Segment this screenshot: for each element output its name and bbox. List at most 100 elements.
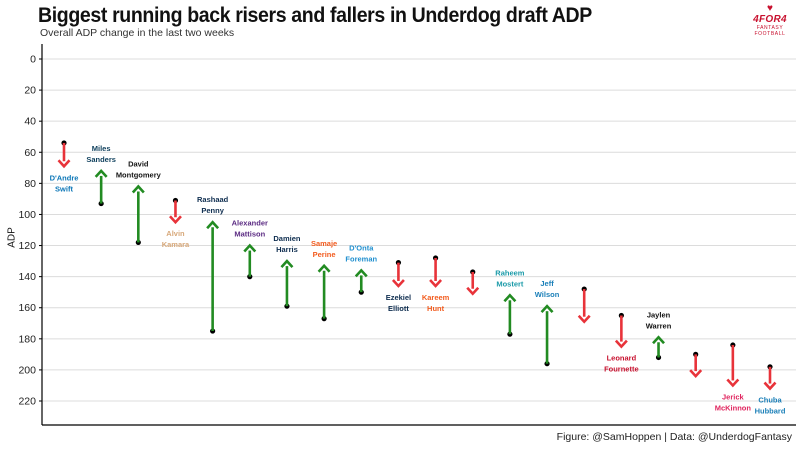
player-label-line: Sanders: [86, 155, 116, 164]
faller-arrow: [689, 351, 703, 379]
player-label-line: Rashaad: [197, 195, 229, 204]
player-label: Jaylen Warren: [646, 310, 672, 330]
arrow-head: [429, 279, 443, 288]
arrow-head: [317, 263, 331, 273]
arrow-head: [763, 381, 777, 391]
arrow-head: [689, 369, 703, 379]
player-label-line: Leonard: [607, 354, 637, 363]
arrow-head: [280, 259, 294, 268]
arrow-head: [206, 220, 220, 230]
player-label: Leonard Fournette: [604, 354, 639, 374]
faller-arrow: [763, 364, 777, 391]
logo-tagline: FANTASY FOOTBALL: [754, 25, 786, 37]
player-label-line: Warren: [646, 321, 672, 330]
player-label-line: Alvin: [166, 229, 185, 238]
y-tick-label: 200: [18, 364, 36, 376]
player-label-line: Montgomery: [116, 170, 162, 179]
y-tick-label: 20: [24, 85, 36, 97]
riser-arrow: [317, 263, 331, 322]
player-label-line: McKinnon: [715, 403, 752, 412]
player-label: Kareem Hunt: [422, 293, 450, 313]
faller-arrow: [577, 286, 591, 324]
player-label-line: Mostert: [496, 279, 524, 288]
player-label-line: Chuba: [758, 396, 782, 405]
faller-arrow: [466, 269, 480, 296]
y-tick-label: 100: [18, 209, 36, 221]
player-label-line: Jaylen: [647, 310, 671, 319]
player-label: D'Onta Foreman: [345, 243, 377, 263]
player-labels: D'Andre Swift Miles Sanders David Montgomery A…: [50, 144, 786, 416]
player-label: Ezekiel Elliott: [386, 293, 411, 313]
player-label-line: David: [128, 159, 149, 168]
gridlines: [42, 58, 796, 402]
arrow-head: [466, 286, 480, 296]
y-tick-label: 220: [18, 396, 36, 408]
logo-wordmark: 4FOR4: [753, 14, 787, 25]
y-tick-label: 40: [24, 116, 36, 128]
faller-arrow: [169, 197, 182, 225]
player-label: Alvin Kamara: [162, 229, 190, 249]
player-label-line: Foreman: [345, 254, 377, 263]
riser-arrow: [280, 259, 294, 309]
y-tick-label: 80: [24, 178, 36, 190]
player-label: Jerick McKinnon: [715, 392, 752, 412]
chart-subtitle: Overall ADP change in the last two weeks: [40, 27, 235, 39]
player-label-line: Fournette: [604, 365, 639, 374]
player-label-line: Wilson: [535, 290, 560, 299]
player-label-line: Miles: [92, 144, 111, 153]
player-label: Rashaad Penny: [197, 195, 229, 215]
riser-arrow: [131, 184, 145, 246]
arrow-head: [354, 268, 368, 278]
brand-logo: ♥ 4FOR4 FANTASY FOOTBALL: [742, 4, 798, 38]
arrow-head: [540, 304, 554, 314]
arrows: [57, 140, 777, 391]
player-label-line: Mattison: [234, 230, 265, 239]
riser-arrow: [243, 243, 257, 280]
player-label: Miles Sanders: [86, 144, 116, 164]
player-label-line: Alexander: [232, 219, 268, 228]
arrow-head: [652, 335, 665, 345]
arrow-head: [726, 378, 740, 388]
player-label-line: Harris: [276, 245, 298, 254]
figure-caption: Figure: @SamHoppen | Data: @UnderdogFant…: [556, 431, 792, 443]
player-label-line: Swift: [55, 184, 73, 193]
y-tick-label: 120: [18, 240, 36, 252]
player-label-line: Ezekiel: [386, 293, 411, 302]
heart-icon: ♥: [767, 3, 773, 14]
y-tick-label: 160: [18, 302, 36, 314]
player-label: Samaje Perine: [311, 239, 337, 259]
player-label: Jeff Wilson: [535, 279, 560, 299]
arrow-head: [614, 339, 628, 349]
arrow-head: [577, 314, 591, 324]
chart-title: Biggest running back risers and fallers …: [38, 4, 592, 27]
player-label: Damien Harris: [273, 234, 301, 254]
y-tick-label: 180: [18, 333, 36, 345]
player-label-line: Penny: [201, 206, 224, 215]
riser-arrow: [503, 293, 517, 337]
player-label-line: Hubbard: [755, 407, 786, 416]
player-label-line: Hunt: [427, 304, 445, 313]
faller-arrow: [614, 312, 628, 349]
player-label-line: Jerick: [722, 392, 745, 401]
player-label-line: Raheem: [495, 268, 525, 277]
y-tick-label: 60: [24, 147, 36, 159]
player-label-line: Jeff: [540, 279, 554, 288]
player-label-line: D'Andre: [50, 173, 79, 182]
faller-arrow: [726, 342, 740, 388]
player-label-line: Perine: [313, 250, 336, 259]
player-label-line: Kareem: [422, 293, 450, 302]
faller-arrow: [429, 255, 443, 288]
arrow-head: [503, 293, 517, 303]
player-label: David Montgomery: [116, 159, 162, 179]
arrow-head: [94, 169, 108, 178]
player-label-line: Elliott: [388, 304, 409, 313]
player-label-line: D'Onta: [349, 243, 374, 252]
arrow-head: [243, 243, 257, 253]
y-tick-label: 140: [18, 271, 36, 283]
arrow-head: [131, 184, 145, 194]
player-label: Chuba Hubbard: [755, 396, 786, 416]
player-label: D'Andre Swift: [50, 173, 79, 193]
y-tick-label: 0: [30, 54, 36, 66]
riser-arrow: [652, 335, 665, 361]
